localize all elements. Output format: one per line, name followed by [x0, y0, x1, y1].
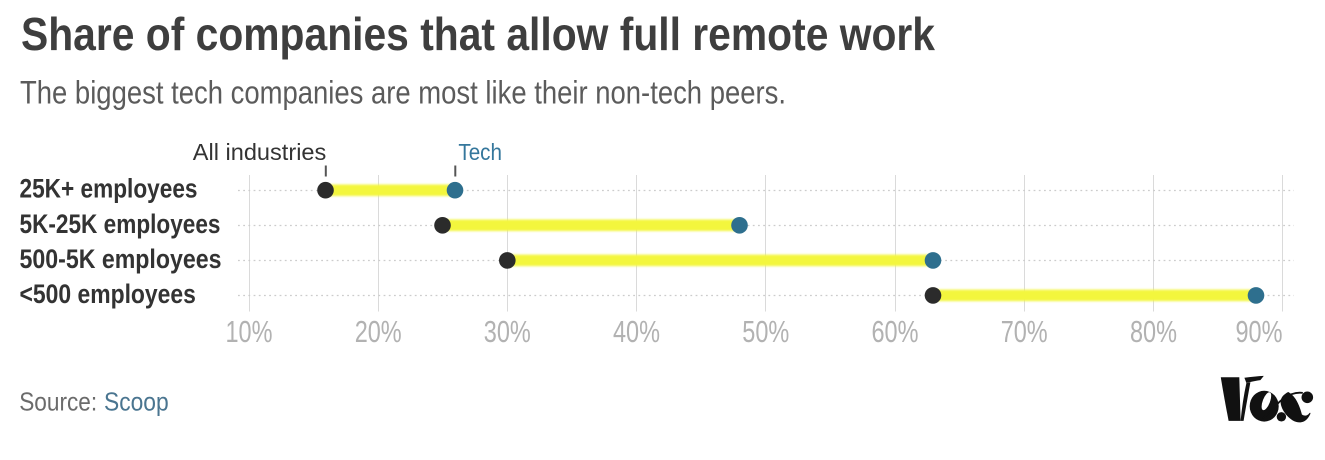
svg-text:<500 employees: <500 employees: [20, 279, 196, 309]
svg-text:All industries: All industries: [193, 139, 326, 165]
svg-text:80%: 80%: [1130, 314, 1177, 349]
svg-text:70%: 70%: [1001, 314, 1048, 349]
svg-text:Source:: Source:: [19, 387, 97, 417]
svg-text:The biggest tech companies are: The biggest tech companies are most like…: [20, 75, 786, 111]
svg-text:500-5K employees: 500-5K employees: [20, 244, 222, 274]
svg-text:Scoop: Scoop: [104, 387, 169, 417]
svg-text:10%: 10%: [226, 314, 273, 349]
svg-text:30%: 30%: [484, 314, 531, 349]
svg-text:60%: 60%: [872, 314, 919, 349]
svg-text:25K+ employees: 25K+ employees: [20, 174, 198, 204]
svg-text:Tech: Tech: [458, 139, 502, 165]
svg-text:40%: 40%: [613, 314, 660, 349]
svg-text:5K-25K employees: 5K-25K employees: [20, 209, 221, 239]
svg-text:20%: 20%: [355, 314, 402, 349]
svg-text:Share of companies that allow: Share of companies that allow full remot…: [21, 8, 935, 60]
svg-text:90%: 90%: [1236, 314, 1283, 349]
svg-text:50%: 50%: [742, 314, 789, 349]
